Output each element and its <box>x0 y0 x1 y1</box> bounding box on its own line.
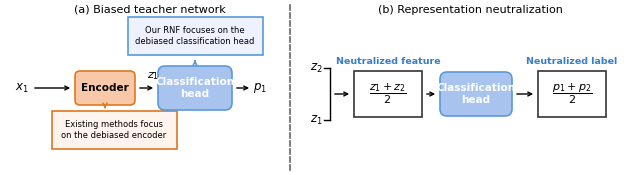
Text: Neutralized label: Neutralized label <box>526 57 618 65</box>
Bar <box>354 71 422 117</box>
Text: Encoder: Encoder <box>81 83 129 93</box>
FancyBboxPatch shape <box>158 66 232 110</box>
Text: Neutralized feature: Neutralized feature <box>336 57 440 65</box>
Bar <box>51 111 177 149</box>
Text: $z_1$: $z_1$ <box>147 70 159 82</box>
Bar <box>127 17 262 55</box>
Bar <box>538 71 606 117</box>
Text: (b) Representation neutralization: (b) Representation neutralization <box>378 5 563 15</box>
Text: Classification
head: Classification head <box>436 83 516 105</box>
Text: $z_2$: $z_2$ <box>310 61 323 75</box>
Text: $\dfrac{p_1 + p_2}{2}$: $\dfrac{p_1 + p_2}{2}$ <box>552 82 592 106</box>
FancyBboxPatch shape <box>75 71 135 105</box>
Text: (a) Biased teacher network: (a) Biased teacher network <box>74 5 226 15</box>
Text: Existing methods focus
on the debiased encoder: Existing methods focus on the debiased e… <box>61 120 166 140</box>
Text: $z_1$: $z_1$ <box>310 113 323 127</box>
Text: Our RNF focuses on the
debiased classification head: Our RNF focuses on the debiased classifi… <box>135 26 255 46</box>
Text: Classification
head: Classification head <box>156 77 235 99</box>
Text: $p_1$: $p_1$ <box>253 81 267 95</box>
Text: $x_1$: $x_1$ <box>15 81 29 94</box>
Text: $\dfrac{z_1 + z_2}{2}$: $\dfrac{z_1 + z_2}{2}$ <box>369 82 407 106</box>
FancyBboxPatch shape <box>440 72 512 116</box>
